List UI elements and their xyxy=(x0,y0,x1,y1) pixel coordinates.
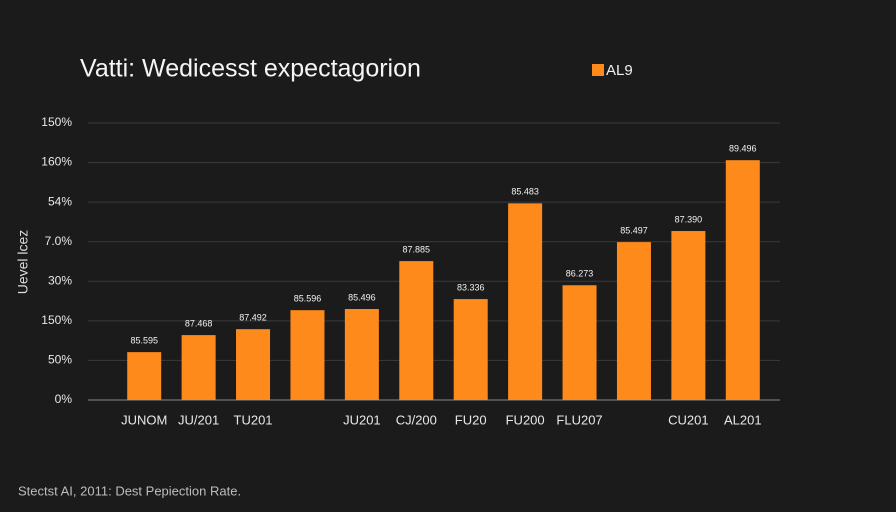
value-label: 83.336 xyxy=(457,282,485,292)
x-tick-label: TU201 xyxy=(234,412,273,427)
legend-label: AL9 xyxy=(606,62,633,79)
value-label: 85.595 xyxy=(130,335,158,345)
x-tick-label: JU201 xyxy=(343,412,381,427)
bar xyxy=(671,231,706,400)
value-label: 87.492 xyxy=(239,313,267,323)
x-tick-label: CU201 xyxy=(668,412,708,427)
bar xyxy=(127,352,162,400)
y-tick-label: 150% xyxy=(41,313,72,327)
y-tick-label: 160% xyxy=(41,155,72,169)
legend-swatch xyxy=(592,64,604,76)
chart-title: Vatti: Wedicesst expectagorion xyxy=(80,55,421,83)
bar xyxy=(344,308,379,400)
value-label: 89.496 xyxy=(729,144,757,154)
bar xyxy=(508,203,543,400)
value-label: 85.497 xyxy=(620,225,648,235)
x-tick-label: AL201 xyxy=(724,412,762,427)
x-tick-label: JUNOM xyxy=(121,412,167,427)
x-tick-label: JU/201 xyxy=(178,412,219,427)
y-tick-label: 0% xyxy=(55,392,73,406)
y-axis-label: Uevel lcez xyxy=(15,230,31,295)
bar xyxy=(562,285,597,400)
value-label: 87.468 xyxy=(185,318,213,328)
value-label: 85.496 xyxy=(348,292,376,302)
bar xyxy=(725,160,760,400)
value-label: 85.483 xyxy=(511,187,539,197)
bar xyxy=(453,299,488,400)
value-label: 87.885 xyxy=(403,244,431,254)
value-label: 86.273 xyxy=(566,269,594,279)
x-tick-label: FU200 xyxy=(506,412,545,427)
y-tick-label: 150% xyxy=(41,115,72,129)
bar xyxy=(290,310,325,400)
y-tick-label: 50% xyxy=(48,353,72,367)
bar xyxy=(236,329,271,400)
x-tick-label: CJ/200 xyxy=(396,412,437,427)
y-tick-label: 7.0% xyxy=(45,234,73,248)
value-label: 87.390 xyxy=(675,214,703,224)
y-tick-label: 54% xyxy=(48,194,72,208)
x-tick-label: FLU207 xyxy=(556,412,602,427)
value-label: 85.596 xyxy=(294,294,322,304)
bar xyxy=(616,242,651,400)
x-tick-label: FU20 xyxy=(455,412,487,427)
bar xyxy=(181,335,216,400)
footer: Stectst AI, 2011: Dest Pepiection Rate. xyxy=(18,483,241,498)
y-tick-label: 30% xyxy=(48,273,72,287)
bar xyxy=(399,261,434,400)
